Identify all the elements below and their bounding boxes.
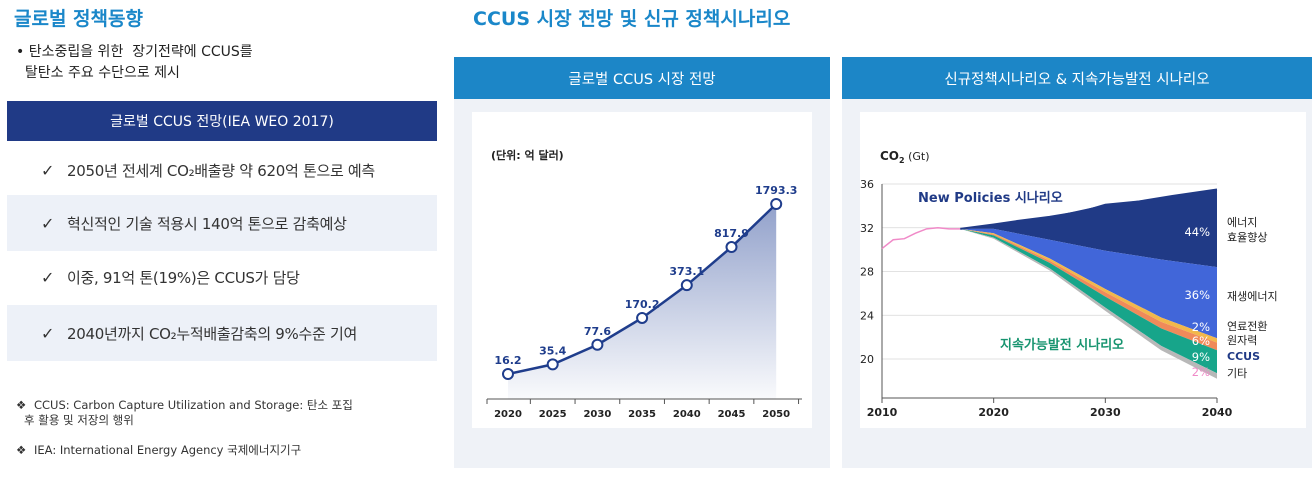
band-label: 연료전환: [1227, 320, 1267, 333]
fact-text: 2040년까지 CO₂누적배출감축의 9%수준 기여: [67, 324, 357, 343]
intro-text: • 탄소중립을 위한 장기전략에 CCUS를 탈탄소 주요 수단으로 제시: [16, 42, 436, 84]
band-percent: 2%: [1192, 320, 1210, 334]
scenario-panel: 신규정책시나리오 & 지속가능발전 시나리오 CO2 (Gt) 36 32 28 24 2…: [842, 57, 1312, 468]
band-area: [960, 228, 1217, 343]
fact-text: 2050년 전세계 CO₂배출량 약 620억 톤으로 예측: [67, 161, 375, 180]
unit-label: (단위: 억 달러): [491, 148, 564, 162]
x-tick-label: 2030: [583, 409, 611, 420]
fact-item: ✓ 2050년 전세계 CO₂배출량 약 620억 톤으로 예측: [7, 142, 437, 198]
fact-item: ✓ 2040년까지 CO₂누적배출감축의 9%수준 기여: [7, 305, 437, 361]
y-tick-label: 24: [860, 309, 874, 322]
y-axis-label: CO2 (Gt): [880, 149, 930, 165]
data-point: [502, 368, 514, 380]
y-tick-label: 20: [860, 353, 874, 366]
check-icon: ✓: [41, 267, 55, 287]
footnote: ❖ CCUS: Carbon Capture Utilization and St…: [16, 398, 416, 428]
y-tick-label: 36: [860, 178, 874, 191]
fact-item: ✓ 혁신적인 기술 적용시 140억 톤으로 감축예상: [7, 195, 437, 251]
market-chart-area: (단위: 억 달러) 16.2 2020 35.4 2025 77.6 2030 170.2 2…: [472, 112, 812, 428]
data-point: [591, 338, 604, 351]
data-label: 16.2: [494, 354, 521, 367]
market-panel-header: 글로벌 CCUS 시장 전망: [454, 57, 830, 99]
x-tick-label: 2030: [1090, 406, 1121, 419]
data-label: 817.9: [714, 227, 749, 240]
band-percent: 44%: [1184, 225, 1210, 239]
x-tick-label: 2035: [628, 409, 656, 420]
x-tick-label: 2045: [718, 409, 746, 420]
diamond-bullet-icon: ❖: [16, 443, 27, 457]
new-policies-label: New Policies 시나리오: [918, 190, 1063, 206]
scenario-chart-area: CO2 (Gt) 36 32 28 24 20 2010 2020 2030 2040 New Po…: [860, 112, 1306, 428]
band-percent: 9%: [1192, 350, 1210, 364]
fact-item: ✓ 이중, 91억 톤(19%)은 CCUS가 담당: [7, 249, 437, 305]
x-tick-label: 2040: [673, 409, 701, 420]
fact-text: 이중, 91억 톤(19%)은 CCUS가 담당: [67, 268, 300, 287]
market-chart: (단위: 억 달러) 16.2 2020 35.4 2025 77.6 2030 170.2 2…: [486, 148, 802, 420]
band-label: 에너지: [1227, 216, 1257, 229]
x-tick-label: 2025: [539, 409, 567, 420]
data-point: [546, 358, 559, 371]
x-tick-label: 2020: [494, 409, 522, 420]
history-line: [881, 226, 961, 250]
band-label: 원자력: [1227, 334, 1257, 347]
band-area: [960, 189, 1217, 268]
x-tick-label: 2010: [867, 406, 898, 419]
footnote-text-cont: 후 활용 및 저장의 행위: [24, 413, 134, 427]
data-point: [725, 241, 738, 254]
sustainable-label: 지속가능발전 시나리오: [1000, 337, 1124, 353]
intro-line-2: 탈탄소 주요 수단으로 제시: [16, 65, 180, 81]
footnote-text: IEA: International Energy Agency 국제에너지기구: [34, 443, 302, 457]
data-label: 1793.3: [755, 184, 797, 197]
band-area: [960, 228, 1217, 351]
footnote-text: CCUS: Carbon Capture Utilization and Sto…: [34, 398, 353, 412]
y-tick-label: 28: [860, 266, 874, 279]
scenario-panel-header: 신규정책시나리오 & 지속가능발전 시나리오: [842, 57, 1312, 99]
x-tick-label: 2040: [1202, 406, 1233, 419]
x-tick-label: 2050: [762, 409, 790, 420]
x-tick-label: 2020: [978, 406, 1009, 419]
data-label: 35.4: [539, 344, 566, 357]
data-label: 373.1: [669, 265, 704, 278]
data-point: [770, 198, 783, 210]
outlook-header: 글로벌 CCUS 전망(IEA WEO 2017): [7, 101, 437, 141]
left-title: 글로벌 정책동향: [14, 8, 143, 30]
scenario-chart: CO2 (Gt) 36 32 28 24 20 2010 2020 2030 2040 New Po…: [860, 149, 1278, 419]
fact-text: 혁신적인 기술 적용시 140억 톤으로 감축예상: [67, 214, 347, 233]
band-label: 효율향상: [1227, 231, 1267, 244]
data-point: [680, 279, 693, 292]
band-label: 재생에너지: [1227, 290, 1278, 303]
intro-line-1: • 탄소중립을 위한 장기전략에 CCUS를: [16, 44, 253, 60]
band-label: 기타: [1227, 367, 1247, 380]
check-icon: ✓: [41, 213, 55, 233]
y-tick-label: 32: [860, 222, 874, 235]
check-icon: ✓: [41, 323, 55, 343]
band-area: [960, 228, 1217, 374]
band-percent: 6%: [1192, 334, 1210, 348]
area-fill: [508, 204, 777, 399]
band-percent: 36%: [1184, 288, 1210, 302]
new-policies-line: [960, 188, 1218, 230]
diamond-bullet-icon: ❖: [16, 398, 27, 412]
band-label: CCUS: [1227, 350, 1260, 363]
check-icon: ✓: [41, 160, 55, 180]
data-point: [636, 311, 649, 324]
market-panel: 글로벌 CCUS 시장 전망 (단위: 억 달러) 16.2 2020 35.4 202…: [454, 57, 830, 468]
main-title: CCUS 시장 전망 및 신규 정책시나리오: [473, 8, 791, 30]
band-percent: 2%: [1192, 365, 1210, 379]
data-label: 77.6: [584, 325, 611, 338]
data-label: 170.2: [625, 298, 660, 311]
band-area: [960, 228, 1217, 379]
band-area: [960, 228, 1217, 339]
footnote: ❖ IEA: International Energy Agency 국제에너지기…: [16, 443, 416, 458]
